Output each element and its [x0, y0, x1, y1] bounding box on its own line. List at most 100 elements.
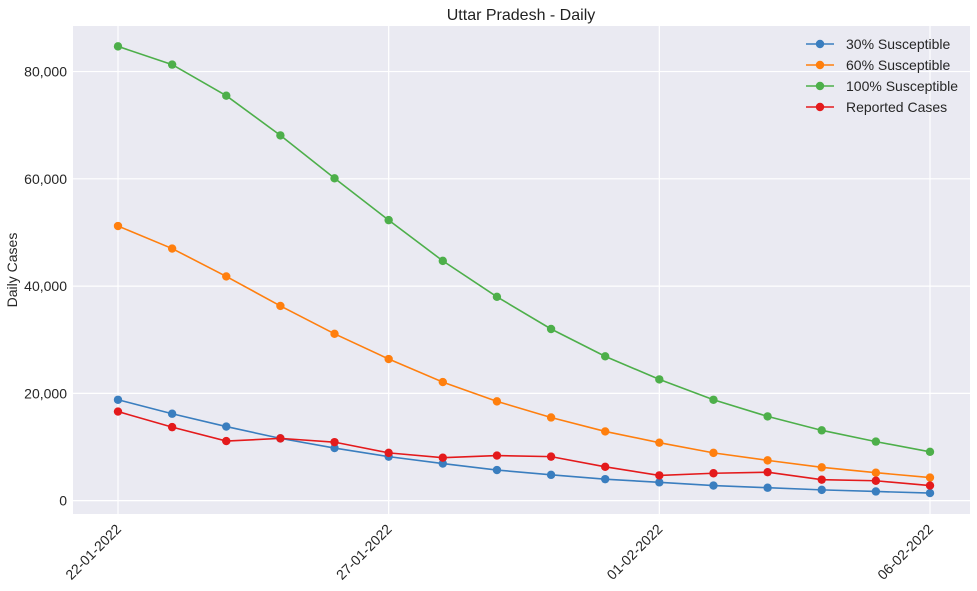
y-axis-label: Daily Cases — [4, 233, 20, 308]
data-point — [438, 459, 447, 468]
data-point — [655, 478, 664, 487]
data-point — [655, 438, 664, 447]
data-point — [167, 422, 177, 432]
data-point — [601, 427, 610, 436]
data-point — [871, 487, 881, 496]
grid-lines — [73, 26, 970, 514]
data-point — [113, 407, 123, 416]
y-tick-label: 40,000 — [24, 278, 67, 294]
y-axis-ticks: 0 20,000 40,000 60,000 80,000 — [24, 64, 67, 509]
legend-label: 100% Susceptible — [846, 78, 958, 94]
data-point — [709, 395, 718, 404]
data-point — [330, 174, 339, 183]
data-point — [384, 215, 393, 225]
data-point — [763, 456, 772, 465]
series-line — [117, 45, 931, 453]
data-point — [492, 465, 502, 475]
legend-label: 60% Susceptible — [846, 57, 951, 73]
data-point — [925, 447, 935, 456]
data-point — [817, 463, 826, 472]
plot-area — [73, 26, 970, 514]
data-point — [113, 42, 123, 51]
series-layer — [113, 42, 935, 498]
data-point — [546, 413, 556, 422]
data-point — [492, 451, 502, 460]
x-tick-label: 01-02-2022 — [603, 521, 665, 583]
legend-marker — [815, 81, 825, 91]
data-point — [222, 422, 231, 431]
data-point — [330, 437, 339, 447]
data-point — [601, 352, 610, 361]
data-point — [330, 329, 339, 339]
data-point — [384, 354, 393, 364]
data-point — [871, 468, 881, 477]
x-tick-label: 06-02-2022 — [874, 521, 936, 583]
data-point — [763, 467, 772, 477]
data-point — [925, 481, 935, 490]
data-point — [763, 412, 772, 421]
series-line — [117, 399, 931, 494]
data-point — [546, 452, 556, 461]
data-point — [817, 485, 826, 495]
data-point — [276, 434, 285, 443]
legend-item: 60% Susceptible — [806, 57, 951, 73]
y-tick-label: 20,000 — [24, 385, 67, 401]
legend-item: 100% Susceptible — [806, 78, 958, 94]
legend-marker — [815, 60, 825, 70]
data-point — [709, 481, 718, 490]
data-point — [167, 244, 177, 253]
data-point — [384, 448, 393, 458]
data-point — [222, 272, 231, 281]
x-tick-label: 27-01-2022 — [333, 521, 395, 583]
legend-item: 30% Susceptible — [806, 36, 951, 52]
chart-title: Uttar Pradesh - Daily — [447, 7, 596, 24]
data-point — [601, 474, 610, 484]
series-group — [113, 395, 935, 498]
data-point — [871, 437, 881, 446]
data-point — [601, 462, 610, 472]
data-point — [655, 375, 664, 384]
data-point — [925, 473, 935, 482]
data-point — [167, 60, 177, 69]
data-point — [438, 256, 447, 266]
series-line — [117, 410, 931, 487]
data-point — [438, 453, 447, 462]
series-group — [113, 407, 935, 490]
data-point — [438, 377, 447, 387]
data-point — [709, 448, 718, 458]
data-point — [113, 395, 123, 404]
data-point — [492, 292, 502, 302]
data-point — [817, 475, 826, 484]
data-point — [817, 426, 826, 435]
data-point — [276, 131, 285, 140]
data-point — [276, 301, 285, 311]
data-point — [222, 91, 231, 100]
legend: 30% Susceptible 60% Susceptible 100% Susce… — [806, 36, 958, 115]
y-tick-label: 80,000 — [24, 64, 67, 80]
data-point — [763, 483, 772, 492]
y-tick-label: 60,000 — [24, 171, 67, 187]
data-point — [871, 476, 881, 485]
series-group — [113, 221, 935, 482]
series-group — [113, 42, 935, 456]
legend-marker — [815, 39, 825, 49]
data-point — [546, 470, 556, 480]
data-point — [167, 409, 177, 418]
data-point — [330, 443, 339, 453]
data-point — [709, 469, 718, 478]
data-point — [925, 488, 935, 498]
data-point — [655, 471, 664, 480]
x-axis-ticks: 22-01-2022 27-01-2022 01-02-2022 06-02-2022 — [62, 521, 936, 583]
x-tick-label: 22-01-2022 — [62, 521, 124, 583]
data-point — [492, 397, 502, 406]
legend-label: Reported Cases — [846, 99, 947, 115]
data-point — [546, 324, 556, 334]
series-line — [117, 225, 931, 479]
legend-marker — [815, 102, 825, 112]
legend-label: 30% Susceptible — [846, 36, 951, 52]
data-point — [113, 221, 123, 231]
legend-item: Reported Cases — [806, 99, 947, 115]
data-point — [222, 436, 231, 446]
y-tick-label: 0 — [59, 493, 67, 509]
